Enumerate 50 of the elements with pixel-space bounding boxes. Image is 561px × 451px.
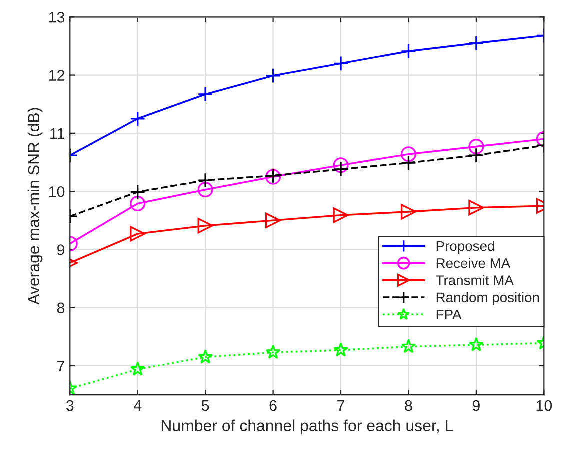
y-tick-label: 12	[49, 70, 64, 81]
x-tick-label: 3	[66, 400, 74, 412]
point	[130, 184, 146, 200]
point	[334, 342, 348, 357]
point	[198, 86, 214, 102]
point	[266, 344, 281, 360]
y-tick-label: 10	[49, 186, 65, 198]
point	[198, 350, 214, 364]
point	[198, 218, 214, 234]
x-axis-title: Number of channel paths for each user, L	[162, 420, 454, 435]
point	[198, 172, 214, 188]
point	[468, 200, 484, 216]
legend-label: Receive MA	[436, 258, 511, 268]
legend-label: Transmit MA	[436, 275, 514, 286]
x-tick-label: 10	[536, 400, 552, 412]
point	[401, 339, 416, 354]
point	[400, 155, 417, 171]
point	[266, 212, 282, 228]
point	[400, 146, 417, 162]
x-tick-label: 8	[405, 400, 412, 412]
point	[400, 204, 417, 220]
x-tick-label: 4	[134, 400, 142, 412]
x-tick-label: 7	[338, 400, 344, 412]
point	[468, 36, 484, 52]
legend-label: Proposed	[436, 240, 494, 254]
point	[130, 196, 146, 212]
point	[468, 139, 484, 155]
x-tick-label: 9	[472, 400, 480, 412]
y-tick-label: 13	[49, 12, 65, 23]
y-axis-title: Average max-min SNR (dB)	[28, 108, 43, 305]
y-tick-label: 7	[58, 361, 64, 372]
point	[130, 226, 146, 242]
point	[333, 158, 349, 174]
legend-label: FPA	[436, 310, 462, 320]
y-tick-label: 8	[57, 302, 65, 314]
point	[468, 148, 484, 164]
y-tick-label: 11	[50, 128, 65, 139]
legend-label: Random position	[436, 292, 540, 306]
point	[130, 111, 146, 127]
point	[333, 162, 349, 178]
y-tick-label: 9	[57, 244, 65, 256]
point	[469, 337, 484, 352]
point	[130, 362, 146, 376]
point	[333, 208, 349, 224]
x-tick-label: 5	[202, 400, 210, 412]
point	[400, 44, 417, 60]
point	[198, 182, 214, 198]
x-tick-label: 6	[270, 400, 277, 412]
point	[333, 56, 349, 72]
point	[266, 68, 282, 84]
